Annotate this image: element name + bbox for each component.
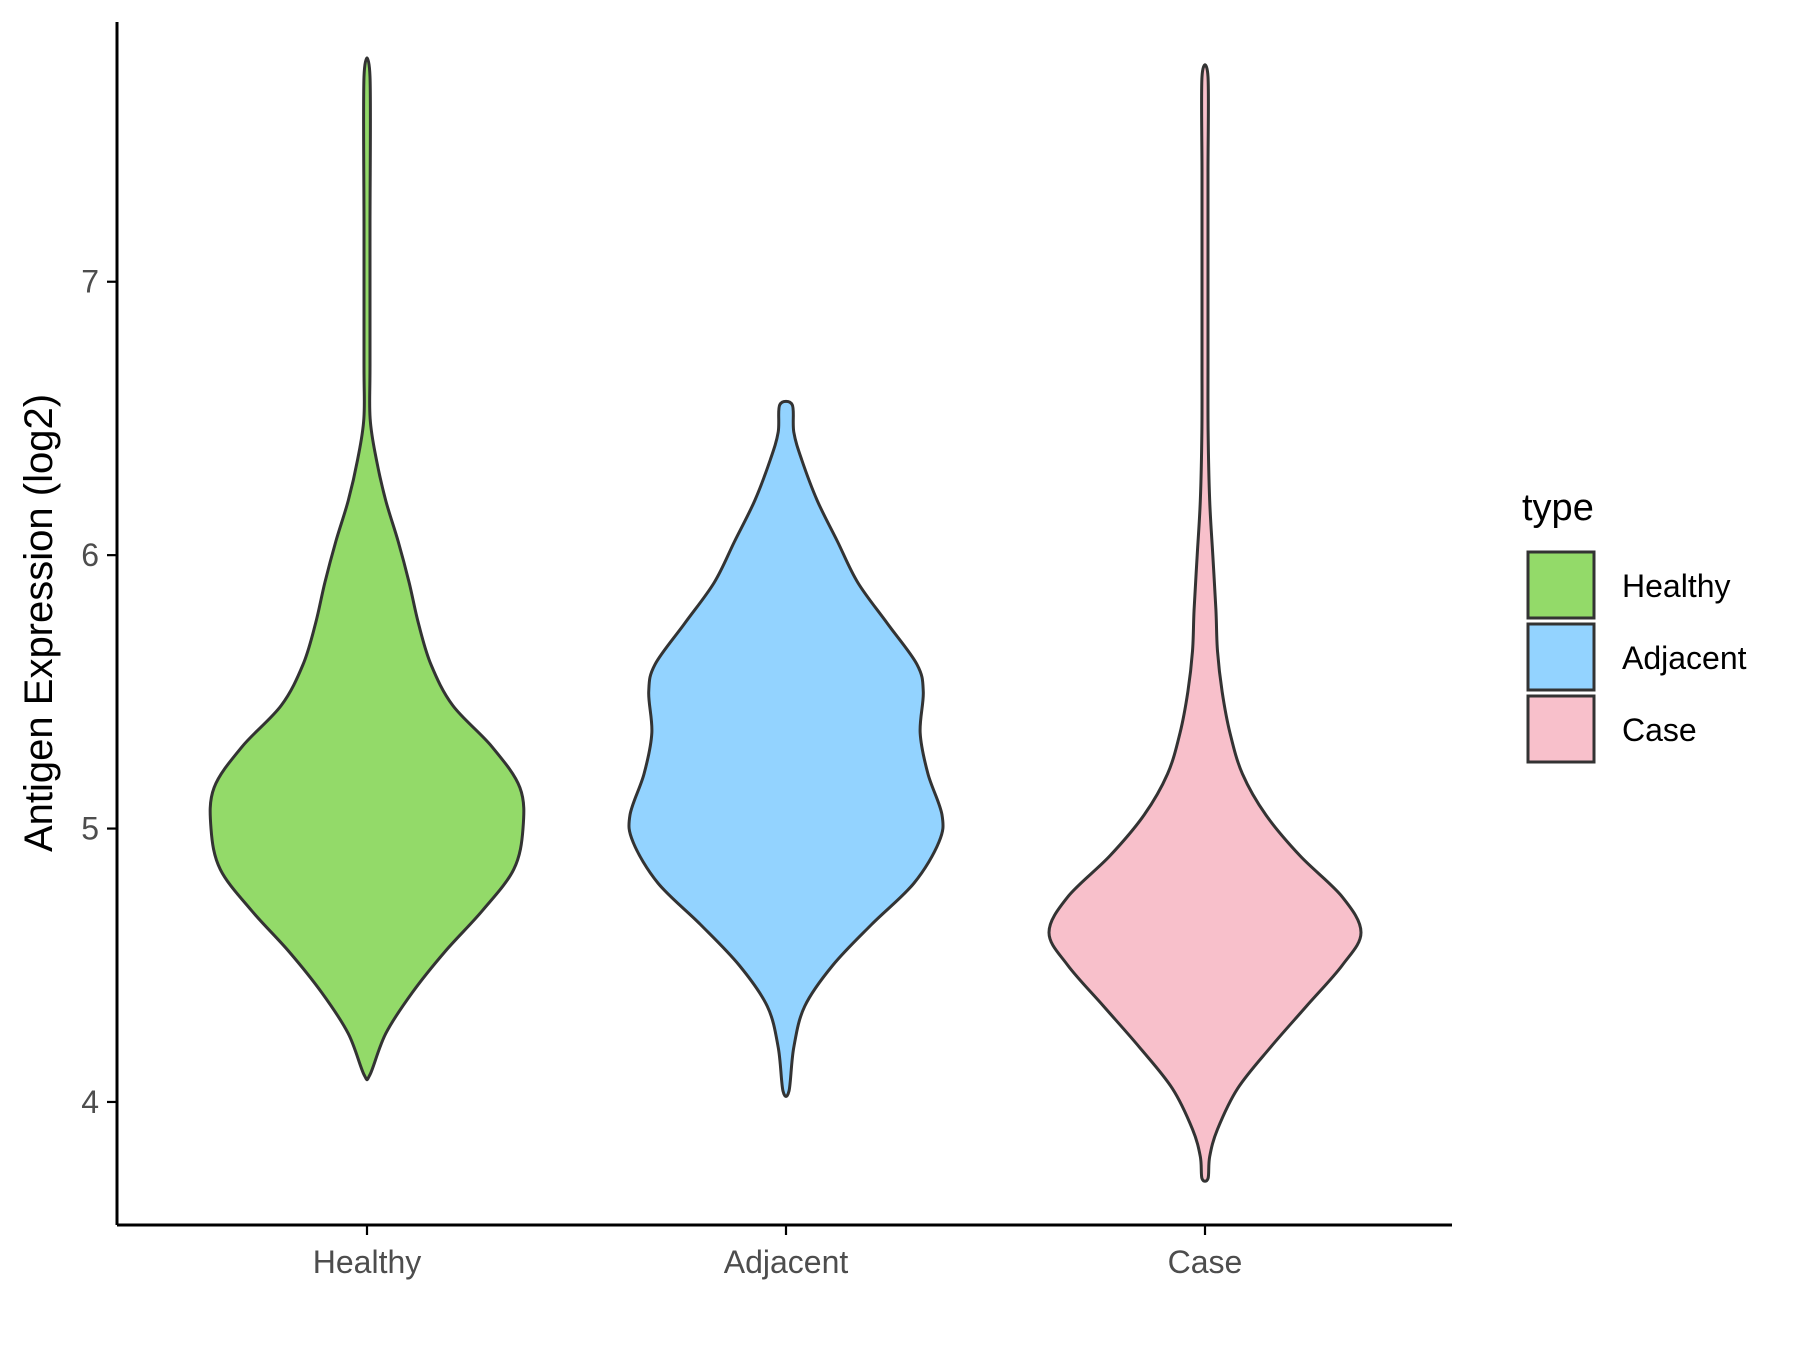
violin-case <box>1047 63 1363 1183</box>
y-tick-label-4: 4 <box>81 1084 99 1120</box>
violin-healthy <box>208 56 526 1082</box>
x-tick-label-healthy: Healthy <box>313 1244 422 1280</box>
legend-label-adjacent: Adjacent <box>1622 640 1747 676</box>
y-tick-label-6: 6 <box>81 537 99 573</box>
violin-adjacent <box>627 399 945 1098</box>
legend-label-healthy: Healthy <box>1622 568 1731 604</box>
x-tick-label-case: Case <box>1168 1244 1243 1280</box>
legend-key-case <box>1526 694 1596 764</box>
legend-key-adjacent <box>1526 622 1596 692</box>
legend-title: type <box>1522 487 1594 529</box>
legend: type Healthy Adjacent Case <box>1522 487 1747 764</box>
y-tick-label-7: 7 <box>81 264 99 300</box>
x-tick-label-adjacent: Adjacent <box>724 1244 849 1280</box>
y-tick-label-5: 5 <box>81 811 99 847</box>
x-axis-ticks: Healthy Adjacent Case <box>313 1225 1243 1280</box>
legend-items: Healthy Adjacent Case <box>1526 550 1747 764</box>
violins-layer <box>208 56 1363 1183</box>
legend-key-healthy <box>1526 550 1596 620</box>
legend-label-case: Case <box>1622 712 1697 748</box>
y-axis-title: Antigen Expression (log2) <box>17 394 61 852</box>
y-axis-ticks: 4 5 6 7 <box>81 264 117 1120</box>
